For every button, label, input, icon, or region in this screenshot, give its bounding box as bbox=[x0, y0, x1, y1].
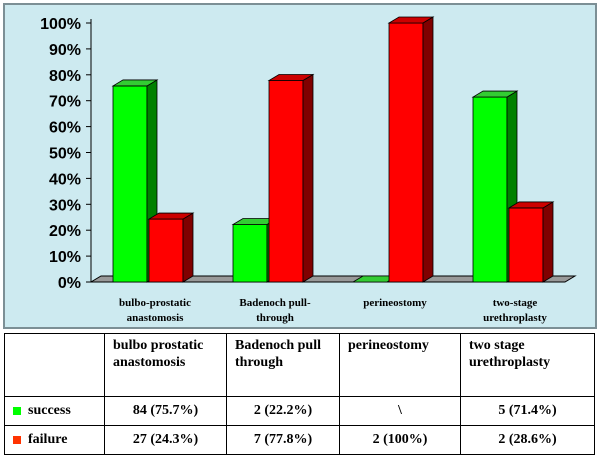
bar-failure-2-side bbox=[422, 16, 434, 283]
bar-failure-0-front bbox=[148, 218, 184, 283]
y-tick-label: 30% bbox=[49, 197, 81, 214]
x-category-label: bulbo-prostatic bbox=[119, 297, 191, 309]
table-cell: 84 (75.7%) bbox=[104, 395, 227, 426]
legend-swatch-success bbox=[13, 406, 21, 415]
bar-success-1-front bbox=[232, 224, 268, 283]
table-header-cell: two stage urethroplasty bbox=[460, 333, 595, 397]
table-header-cell: perineostomy bbox=[339, 333, 461, 397]
table-cell: 7 (77.8%) bbox=[226, 424, 340, 456]
y-tick-label: 90% bbox=[49, 42, 81, 59]
x-category-label: urethroplasty bbox=[483, 312, 547, 324]
bar-failure-2-top bbox=[387, 16, 435, 24]
bar-success-0-top bbox=[111, 79, 159, 87]
table-row-failure: failure 27 (24.3%) 7 (77.8%) 2 (100%) 2 … bbox=[4, 424, 595, 456]
y-tick-label: 100% bbox=[40, 16, 81, 33]
y-tick-label: 50% bbox=[49, 146, 81, 163]
x-category-label: anastomosis bbox=[127, 312, 185, 324]
y-tick-label: 70% bbox=[49, 94, 81, 111]
data-table: bulbo prostatic anastomosis Badenoch pull… bbox=[4, 333, 595, 456]
legend-swatch-failure bbox=[13, 435, 21, 444]
y-tick-label: 10% bbox=[49, 249, 81, 266]
table-header-row: bulbo prostatic anastomosis Badenoch pull… bbox=[4, 333, 595, 397]
table-row-success: success 84 (75.7%) 2 (22.2%) \ 5 (71.4%) bbox=[4, 395, 595, 426]
bar-failure-0-top bbox=[147, 212, 195, 220]
row-label-failure: failure bbox=[4, 424, 105, 456]
y-tick-label: 20% bbox=[49, 223, 81, 240]
y-tick-label: 60% bbox=[49, 120, 81, 137]
bar-failure-1-side bbox=[302, 73, 314, 283]
table-cell: 2 (28.6%) bbox=[460, 424, 595, 456]
table-cell: 5 (71.4%) bbox=[460, 395, 595, 426]
table-header-cell: bulbo prostatic anastomosis bbox=[104, 333, 227, 397]
bar-success-3-top bbox=[471, 90, 519, 98]
table-cell: 2 (22.2%) bbox=[226, 395, 340, 426]
bar-failure-1-front bbox=[268, 80, 304, 283]
bar-success-0-front bbox=[112, 85, 148, 283]
bar-failure-3-side bbox=[542, 201, 554, 283]
bar-success-3-front bbox=[472, 96, 508, 283]
table-cell: 2 (100%) bbox=[339, 424, 461, 456]
bar-failure-3-front bbox=[508, 207, 544, 283]
row-label-success: success bbox=[4, 395, 105, 426]
x-category-label: through bbox=[256, 312, 294, 324]
table-cell: 27 (24.3%) bbox=[104, 424, 227, 456]
table-cell: \ bbox=[339, 395, 461, 426]
y-tick-label: 80% bbox=[49, 68, 81, 85]
x-category-label: two-stage bbox=[493, 297, 538, 309]
table-corner-cell bbox=[4, 333, 105, 397]
bar-chart: 0% 10% 20% 30% 40% 50% 60% 70% 80% 90% 100% bulbo-p… bbox=[40, 16, 577, 324]
bar-failure-3-top bbox=[507, 201, 555, 209]
x-category-label: Badenoch pull- bbox=[239, 297, 311, 309]
bar-failure-0-side bbox=[182, 212, 194, 283]
table-header-cell: Badenoch pull through bbox=[226, 333, 340, 397]
x-category-label: perineostomy bbox=[363, 297, 427, 309]
bar-failure-1-top bbox=[267, 74, 315, 81]
y-tick-label: 0% bbox=[58, 275, 81, 292]
bar-failure-2-front bbox=[388, 22, 424, 283]
chart-panel: 0% 10% 20% 30% 40% 50% 60% 70% 80% 90% 100% bulbo-p… bbox=[3, 3, 597, 329]
y-tick-label: 40% bbox=[49, 171, 81, 188]
